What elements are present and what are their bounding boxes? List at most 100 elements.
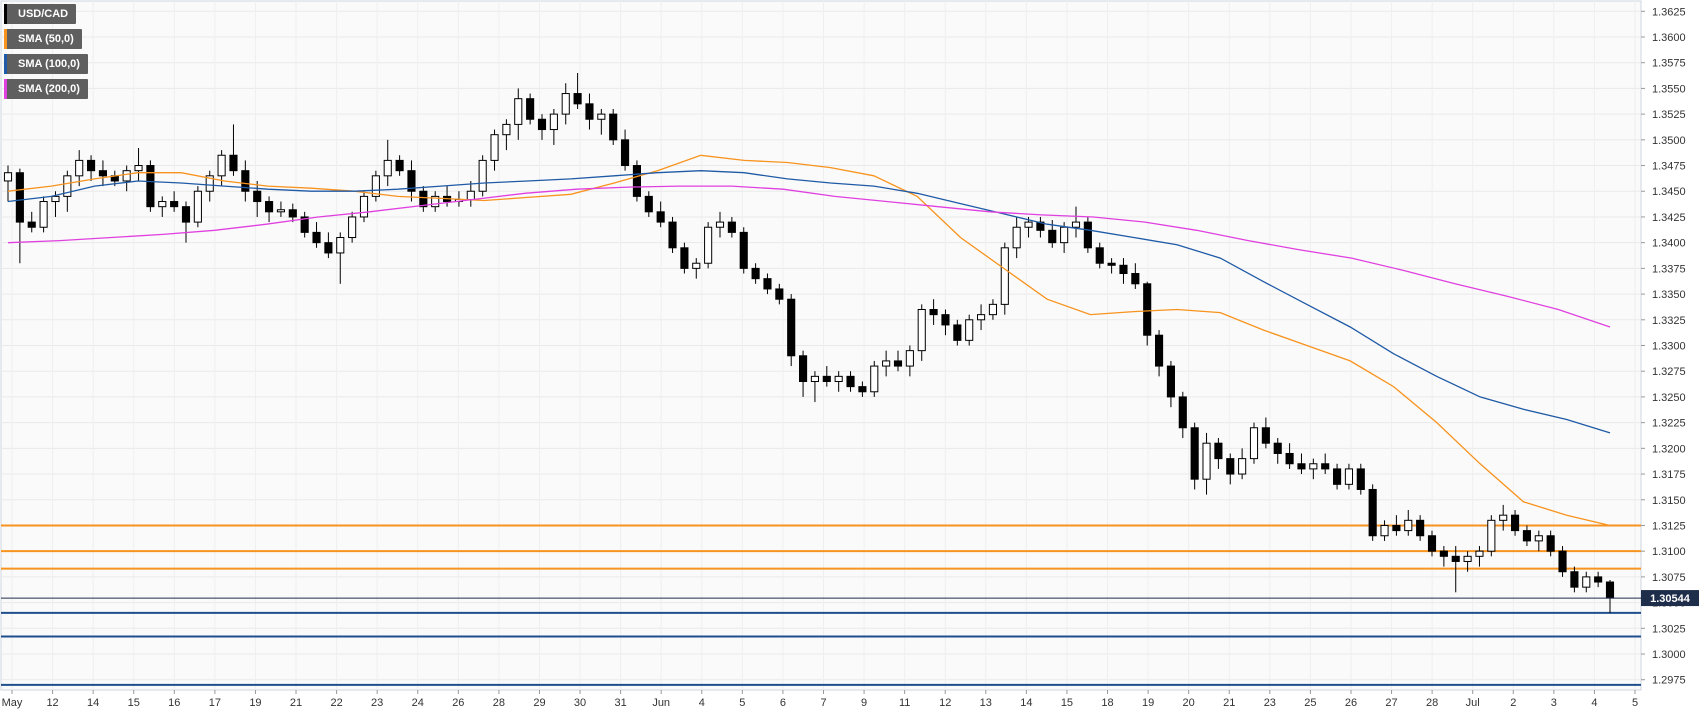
candle [383, 139, 392, 187]
candle-body [63, 175, 72, 197]
y-tick-label: 1.3275 [1652, 366, 1686, 378]
candle-body [632, 165, 641, 197]
candle-body [1131, 273, 1140, 285]
candle-body [51, 195, 60, 203]
candle-body [205, 175, 214, 192]
candle-body [3, 172, 13, 182]
candle-body [1558, 550, 1567, 573]
x-tick-label: 4 [1591, 697, 1597, 709]
candle-body [1546, 535, 1555, 552]
candle-body [87, 159, 96, 172]
y-tick-label: 1.3475 [1652, 161, 1686, 173]
candle [1249, 422, 1259, 464]
candle [1368, 484, 1377, 541]
candle [1178, 391, 1187, 439]
candle-body [1214, 442, 1223, 460]
candle-body [514, 98, 523, 125]
candle-body [739, 231, 748, 269]
candle-body [146, 165, 155, 208]
candle [621, 129, 630, 171]
candle-body [537, 118, 547, 131]
candle [312, 222, 321, 248]
candle-body [1427, 535, 1437, 552]
x-tick-label: 29 [533, 697, 545, 709]
candle-body [1107, 262, 1116, 266]
x-tick-label: 19 [249, 697, 261, 709]
candle-body [1344, 468, 1353, 485]
candle [1439, 546, 1448, 567]
candle-body [870, 365, 879, 393]
candle [775, 283, 784, 305]
candle-body [810, 375, 819, 382]
candle [1416, 515, 1425, 541]
candle [1333, 463, 1342, 490]
candle [561, 83, 570, 125]
candle-body [846, 375, 855, 388]
candle [87, 155, 96, 181]
candle [1143, 281, 1152, 346]
candle [1582, 571, 1591, 593]
candle-body [822, 375, 831, 382]
candle [324, 232, 333, 259]
sma-200-line [7, 185, 1611, 328]
x-tick-label: 11 [899, 697, 910, 709]
x-tick-label: 19 [1142, 697, 1154, 709]
candle [953, 319, 962, 346]
y-tick-label: 1.3075 [1652, 572, 1686, 584]
candle-body [917, 309, 926, 352]
x-tick-label: May [2, 697, 23, 709]
candle [134, 148, 143, 181]
candle [1297, 453, 1306, 475]
candle [348, 211, 357, 243]
legend-item-sma-200[interactable]: SMA (200,0) [4, 79, 88, 99]
candle-body [122, 170, 131, 182]
candle-body [241, 170, 250, 192]
candle-body [858, 386, 867, 393]
candle-body [134, 165, 143, 172]
y-tick-label: 1.3500 [1652, 135, 1686, 147]
candle-body [1404, 519, 1413, 532]
candle [514, 88, 523, 140]
candle [799, 350, 808, 397]
candle [1404, 510, 1413, 536]
candle-body [1333, 468, 1342, 485]
x-tick-label: 15 [1061, 697, 1073, 709]
candle [1558, 546, 1567, 577]
candle-body [1178, 396, 1187, 429]
candle [704, 222, 713, 269]
y-tick-label: 1.3100 [1652, 546, 1686, 558]
candle [478, 155, 487, 197]
legend-swatch [4, 29, 7, 49]
candle [276, 201, 285, 217]
x-tick-label: 13 [980, 697, 992, 709]
candle [537, 114, 547, 140]
candle [1392, 515, 1401, 536]
candle [158, 196, 167, 217]
x-tick-label: 31 [615, 697, 627, 709]
candle [359, 191, 369, 223]
sma-50-line [7, 154, 1611, 527]
candle-body [478, 159, 487, 192]
candle-body [359, 195, 369, 218]
y-tick-label: 1.3350 [1652, 289, 1686, 301]
candle-body [609, 113, 618, 141]
legend-item-usdcad[interactable]: USD/CAD [4, 4, 77, 24]
legend-item-sma-50[interactable]: SMA (50,0) [4, 29, 82, 49]
candle-body [407, 170, 416, 192]
x-tick-label: 2 [1510, 697, 1516, 709]
candle-body [1368, 488, 1377, 537]
candle [1427, 530, 1437, 557]
candle [1083, 216, 1092, 253]
candle-body [727, 221, 736, 233]
legend-item-sma-100[interactable]: SMA (100,0) [4, 54, 88, 74]
candle-body [715, 221, 725, 228]
x-tick-label: 15 [128, 697, 140, 709]
candle [526, 93, 535, 125]
candle-body [15, 172, 24, 223]
candle-body [300, 216, 309, 233]
candle [858, 381, 867, 397]
candle-body [490, 134, 499, 161]
candle-body [39, 201, 48, 228]
candle-body [1416, 519, 1425, 537]
